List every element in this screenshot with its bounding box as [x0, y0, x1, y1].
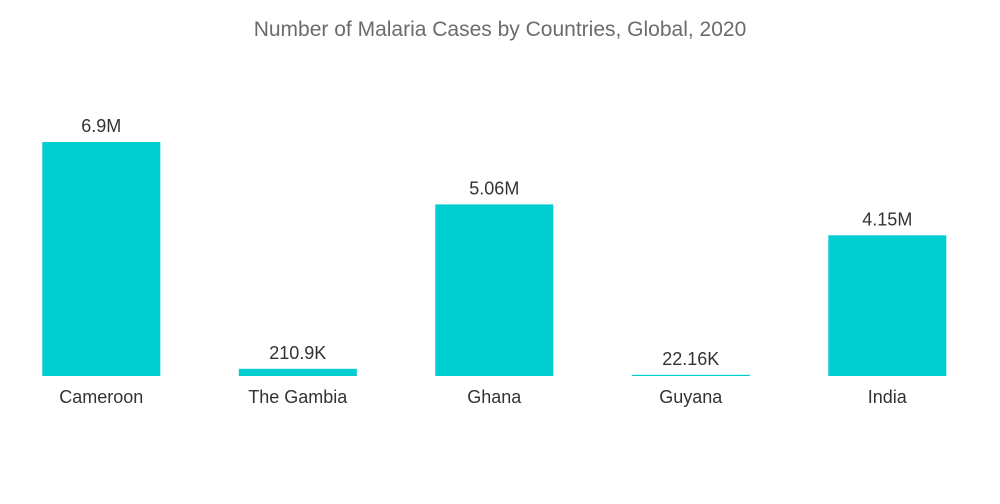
x-tick-label: Cameroon: [59, 387, 143, 407]
chart-title: Number of Malaria Cases by Countries, Gl…: [253, 18, 747, 41]
bar-guyana: [631, 374, 750, 376]
data-label: 22.16K: [662, 349, 719, 369]
bar-ghana: [435, 204, 554, 376]
data-label: 5.06M: [469, 178, 519, 198]
bar-cameroon: [42, 142, 161, 376]
x-tick-label: Ghana: [467, 387, 522, 407]
bar-india: [828, 235, 947, 376]
data-label: 6.9M: [81, 116, 121, 136]
x-tick-label: Guyana: [659, 387, 723, 407]
x-tick-label: The Gambia: [248, 387, 348, 407]
x-tick-label: India: [868, 387, 908, 407]
data-label: 4.15M: [862, 209, 912, 229]
data-label: 210.9K: [269, 343, 326, 363]
bar-the-gambia: [238, 368, 357, 376]
